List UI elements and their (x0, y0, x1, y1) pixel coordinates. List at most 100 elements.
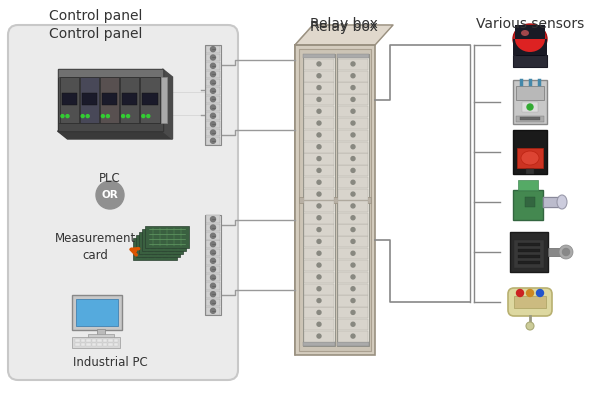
Text: Various sensors: Various sensors (476, 17, 584, 31)
Bar (338, 296, 368, 306)
Bar (139, 232, 183, 254)
Ellipse shape (515, 26, 545, 52)
Polygon shape (295, 25, 313, 355)
Bar (338, 260, 368, 271)
Bar (72, 295, 122, 330)
Bar (304, 59, 334, 70)
Bar (97, 329, 105, 335)
Bar (58, 69, 163, 77)
Bar (206, 120, 220, 128)
Bar (145, 226, 189, 248)
Bar (206, 274, 220, 281)
Bar (514, 240, 544, 268)
FancyBboxPatch shape (508, 288, 552, 316)
Circle shape (211, 80, 215, 85)
Bar (82, 93, 97, 105)
Circle shape (317, 133, 321, 137)
Bar (526, 169, 534, 174)
Bar (97, 343, 101, 346)
Bar (518, 261, 540, 264)
Bar (303, 342, 335, 346)
Polygon shape (58, 131, 173, 139)
Bar (338, 213, 368, 224)
Ellipse shape (521, 30, 529, 36)
Bar (304, 165, 334, 176)
Circle shape (317, 216, 321, 220)
Circle shape (317, 192, 321, 196)
Bar (338, 118, 368, 129)
Polygon shape (295, 25, 393, 45)
Bar (206, 282, 220, 290)
Circle shape (211, 258, 215, 263)
Bar (338, 177, 368, 188)
Bar (91, 339, 96, 342)
Bar (142, 229, 186, 251)
Circle shape (351, 109, 355, 113)
Bar (206, 62, 220, 70)
Circle shape (351, 86, 355, 90)
Bar (206, 79, 220, 86)
Bar (338, 106, 368, 117)
Bar (80, 343, 85, 346)
Circle shape (317, 287, 321, 291)
Bar (338, 165, 368, 176)
Bar (304, 213, 334, 224)
Circle shape (351, 168, 355, 172)
Circle shape (317, 121, 321, 125)
Bar (520, 117, 540, 120)
Circle shape (536, 290, 544, 296)
Bar (113, 339, 118, 342)
Polygon shape (543, 197, 560, 207)
Bar (304, 71, 334, 82)
Circle shape (351, 192, 355, 196)
Circle shape (81, 115, 84, 118)
Bar (518, 255, 540, 258)
Circle shape (317, 168, 321, 172)
Bar (517, 148, 543, 168)
Circle shape (211, 292, 215, 297)
Circle shape (351, 133, 355, 137)
Bar (206, 46, 220, 53)
Circle shape (211, 283, 215, 288)
Circle shape (351, 216, 355, 220)
Circle shape (317, 298, 321, 302)
Circle shape (351, 275, 355, 279)
Circle shape (317, 310, 321, 314)
Bar (206, 249, 220, 256)
Bar (304, 272, 334, 283)
Bar (522, 102, 538, 112)
Bar (304, 224, 334, 236)
Bar (516, 45, 544, 55)
Bar (525, 197, 535, 207)
Bar (100, 77, 119, 123)
Text: OR: OR (101, 190, 118, 200)
Circle shape (563, 248, 569, 256)
Circle shape (351, 121, 355, 125)
Bar (86, 343, 91, 346)
Circle shape (211, 47, 215, 52)
Circle shape (106, 115, 109, 118)
Bar (304, 236, 334, 247)
Bar (206, 299, 220, 306)
Bar (97, 339, 101, 342)
Bar (513, 80, 547, 124)
Bar (102, 93, 117, 105)
Circle shape (317, 156, 321, 160)
Circle shape (61, 115, 64, 118)
Circle shape (317, 62, 321, 66)
Bar (206, 129, 220, 136)
Circle shape (211, 225, 215, 230)
Bar (103, 339, 107, 342)
Circle shape (351, 298, 355, 302)
Bar (206, 290, 220, 298)
Bar (80, 77, 99, 123)
Circle shape (317, 322, 321, 326)
Bar (304, 142, 334, 153)
Bar (337, 342, 369, 346)
Circle shape (317, 109, 321, 113)
Bar (304, 189, 334, 200)
Bar (513, 190, 543, 220)
Bar (304, 154, 334, 164)
Bar (58, 123, 163, 131)
Circle shape (211, 72, 215, 77)
